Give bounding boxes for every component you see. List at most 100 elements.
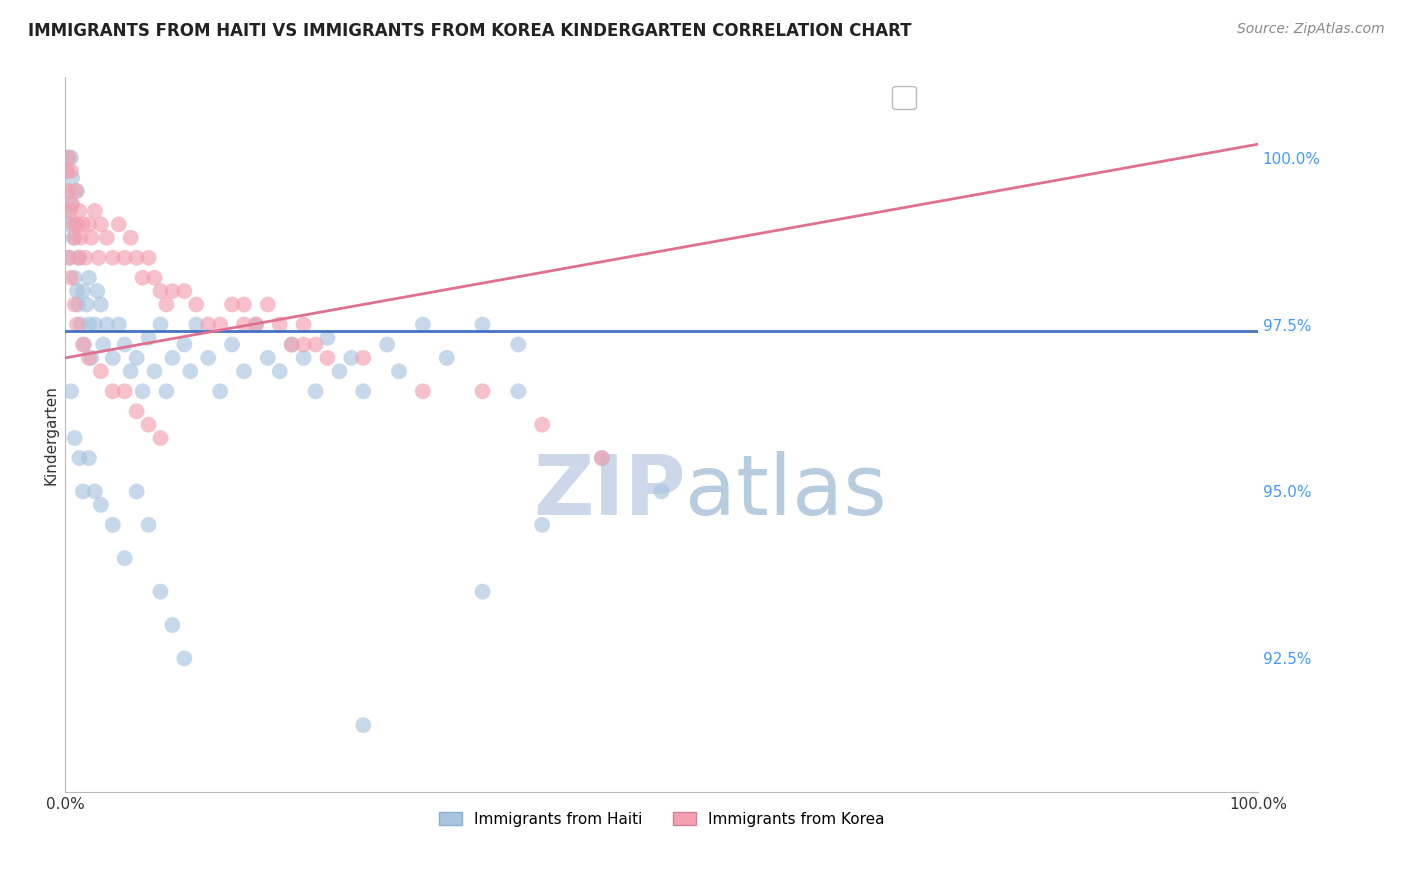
Point — [471, 584, 494, 599]
Point — [101, 251, 124, 265]
Point — [66, 318, 89, 332]
Point — [63, 270, 86, 285]
Point — [233, 297, 256, 311]
Point — [62, 230, 84, 244]
Point — [96, 230, 118, 244]
Point — [60, 197, 83, 211]
Point — [60, 151, 83, 165]
Point — [60, 197, 83, 211]
Point — [508, 384, 530, 399]
Text: IMMIGRANTS FROM HAITI VS IMMIGRANTS FROM KOREA KINDERGARTEN CORRELATION CHART: IMMIGRANTS FROM HAITI VS IMMIGRANTS FROM… — [28, 22, 911, 40]
Point — [58, 251, 80, 265]
Point — [256, 351, 278, 365]
Point — [107, 318, 129, 332]
Point — [292, 351, 315, 365]
Point — [77, 270, 100, 285]
Point — [67, 451, 90, 466]
Y-axis label: Kindergarten: Kindergarten — [44, 384, 58, 484]
Point — [90, 364, 112, 378]
Point — [125, 404, 148, 418]
Point — [138, 251, 160, 265]
Point — [73, 337, 96, 351]
Point — [90, 218, 112, 232]
Point — [292, 318, 315, 332]
Point — [59, 251, 82, 265]
Point — [155, 297, 177, 311]
Point — [149, 318, 172, 332]
Point — [412, 384, 434, 399]
Point — [83, 318, 105, 332]
Point — [77, 351, 100, 365]
Point — [91, 337, 114, 351]
Point — [69, 230, 91, 244]
Point — [63, 297, 86, 311]
Point — [59, 204, 82, 219]
Point — [67, 251, 90, 265]
Point — [114, 251, 136, 265]
Point — [352, 351, 374, 365]
Point — [197, 318, 219, 332]
Point — [508, 337, 530, 351]
Point — [316, 331, 339, 345]
Legend: Immigrants from Haiti, Immigrants from Korea: Immigrants from Haiti, Immigrants from K… — [432, 804, 891, 834]
Point — [56, 164, 79, 178]
Point — [55, 204, 77, 219]
Point — [256, 297, 278, 311]
Text: Source: ZipAtlas.com: Source: ZipAtlas.com — [1237, 22, 1385, 37]
Point — [96, 318, 118, 332]
Point — [186, 318, 208, 332]
Point — [173, 337, 195, 351]
Point — [58, 218, 80, 232]
Point — [114, 551, 136, 566]
Point — [55, 164, 77, 178]
Point — [471, 318, 494, 332]
Point — [138, 417, 160, 432]
Point — [65, 184, 87, 198]
Point — [143, 270, 166, 285]
Point — [67, 204, 90, 219]
Point — [101, 384, 124, 399]
Point — [67, 297, 90, 311]
Point — [149, 431, 172, 445]
Point — [436, 351, 458, 365]
Point — [221, 297, 243, 311]
Point — [269, 318, 291, 332]
Point — [591, 451, 613, 466]
Point — [58, 184, 80, 198]
Point — [173, 284, 195, 298]
Point — [531, 417, 554, 432]
Text: atlas: atlas — [685, 451, 887, 533]
Point — [471, 384, 494, 399]
Point — [72, 218, 94, 232]
Point — [375, 337, 398, 351]
Point — [76, 297, 98, 311]
Point — [269, 364, 291, 378]
Point — [75, 251, 97, 265]
Point — [83, 484, 105, 499]
Point — [66, 284, 89, 298]
Point — [66, 184, 89, 198]
Point — [209, 318, 232, 332]
Point — [245, 318, 267, 332]
Point — [120, 364, 142, 378]
Point — [77, 451, 100, 466]
Point — [138, 517, 160, 532]
Point — [63, 230, 86, 244]
Point — [60, 164, 83, 178]
Point — [143, 364, 166, 378]
Point — [412, 318, 434, 332]
Point — [69, 318, 91, 332]
Point — [531, 517, 554, 532]
Point — [209, 384, 232, 399]
Point — [304, 384, 326, 399]
Point — [340, 351, 363, 365]
Text: ZIP: ZIP — [533, 451, 685, 533]
Point — [107, 218, 129, 232]
Point — [316, 351, 339, 365]
Point — [233, 364, 256, 378]
Point — [58, 151, 80, 165]
Point — [60, 170, 83, 185]
Point — [77, 318, 100, 332]
Point — [352, 718, 374, 732]
Point — [162, 284, 184, 298]
